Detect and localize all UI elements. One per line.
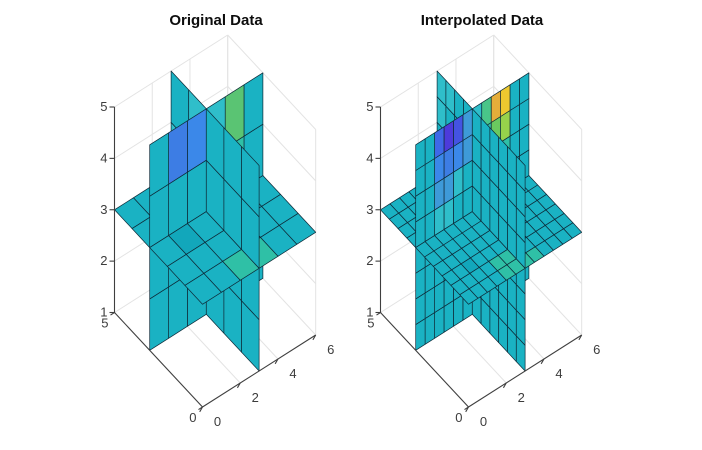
z-tick-label: 2 xyxy=(366,253,373,268)
z-tick-label: 4 xyxy=(100,150,107,165)
slice-cell xyxy=(462,108,473,141)
x-tick-label: 0 xyxy=(214,414,221,429)
slice-cell xyxy=(519,72,530,105)
z-tick-label: 5 xyxy=(366,99,373,114)
x-tick-label: 0 xyxy=(480,414,487,429)
slice-cell xyxy=(241,146,260,218)
x-tick-label: 4 xyxy=(289,366,296,381)
slice-cell xyxy=(184,273,222,305)
z-tick-label: 5 xyxy=(100,99,107,114)
x-tick-label: 2 xyxy=(518,390,525,405)
slice-cell xyxy=(453,114,464,147)
z-tick-label: 2 xyxy=(100,253,107,268)
x-tick-label: 4 xyxy=(555,366,562,381)
plot-title-original: Original Data xyxy=(169,12,263,29)
slice-cell xyxy=(500,84,511,117)
slice-cell xyxy=(443,120,454,153)
slice-cell xyxy=(434,126,445,159)
z-tick-label: 1 xyxy=(366,305,373,320)
y-tick-label: 5 xyxy=(367,316,374,331)
slice-cell xyxy=(459,288,479,305)
y-tick-label: 5 xyxy=(101,316,108,331)
slice-cell xyxy=(515,155,526,192)
z-tick-label: 3 xyxy=(366,202,373,217)
plot-title-interpolated: Interpolated Data xyxy=(420,12,544,29)
slice-cells xyxy=(114,70,317,372)
slice-cell xyxy=(149,132,169,197)
slice-cell xyxy=(490,90,501,123)
slice-cell xyxy=(509,78,520,111)
y-tick-label: 0 xyxy=(189,410,196,425)
z-tick-label: 4 xyxy=(366,150,373,165)
y-tick-label: 0 xyxy=(455,410,462,425)
slice-cells xyxy=(380,70,583,372)
x-tick-label: 2 xyxy=(252,390,259,405)
z-tick-label: 1 xyxy=(100,305,107,320)
slice-cell xyxy=(415,138,426,171)
x-tick-label: 6 xyxy=(593,342,600,357)
z-tick-label: 3 xyxy=(100,202,107,217)
slice-cell xyxy=(424,132,435,165)
x-tick-label: 6 xyxy=(327,342,334,357)
